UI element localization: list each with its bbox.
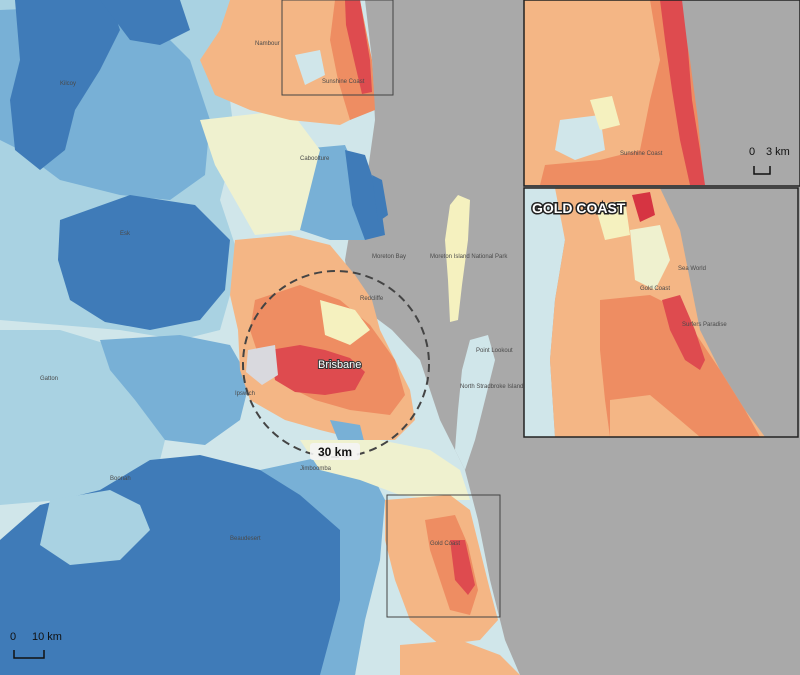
inset-gc-goldcoast-label: Gold Coast <box>640 286 670 292</box>
zone-lightblue-sw2 <box>40 490 150 565</box>
zone-metro-red <box>270 345 365 395</box>
zone-mid-blue-s <box>260 455 385 675</box>
label-redcliffe: Redcliffe <box>360 296 384 302</box>
gold-coast-frame <box>386 494 501 618</box>
inset-gc-surfers: Surfers Paradise <box>682 322 727 328</box>
inset-sc-frame <box>523 0 800 187</box>
label-point-lookout: Point Lookout <box>476 348 513 354</box>
inset-gc-title: GOLD COAST <box>532 200 626 216</box>
sunshine-coast-frame <box>281 0 394 96</box>
inset-gc-red <box>662 295 705 370</box>
inset-gc-seaworld: Sea World <box>678 266 706 272</box>
zone-sunshine-red <box>345 0 372 94</box>
label-caboolture: Caboolture <box>300 156 330 162</box>
main-map <box>0 0 520 675</box>
inset-gc-frame <box>523 187 799 438</box>
inset-gold-coast: Sea World Gold Coast Surfers Paradise GO… <box>523 187 799 438</box>
scale-inset-value: 3 km <box>766 146 790 158</box>
label-nambour: Nambour <box>255 41 280 47</box>
inset-gc-sw-peach <box>610 395 700 437</box>
inset-sc-label: Sunshine Coast <box>620 151 663 157</box>
zone-sunshine-peach <box>200 0 370 125</box>
label-gold-coast-main: Gold Coast <box>430 541 460 547</box>
zone-sunshine-pale <box>295 50 325 85</box>
label-ipswich: Ipswich <box>235 391 255 397</box>
label-jimboomba: Jimboomba <box>300 466 332 472</box>
zone-dark-blue-nw2 <box>100 0 190 45</box>
scale-bar-main: 0 10 km <box>10 631 62 659</box>
label-moreton-bay: Moreton Bay <box>372 254 406 260</box>
inset-sunshine-coast: Sunshine Coast 0 3 km <box>523 0 800 187</box>
scale-inset-zero: 0 <box>749 146 755 158</box>
label-brisbane: Brisbane <box>318 359 361 371</box>
label-moreton-island: Moreton Island National Park <box>430 254 508 260</box>
label-north-stradbroke: North Stradbroke Island <box>460 384 523 390</box>
zone-dark-blue-west <box>58 195 230 330</box>
distance-label-bg <box>310 443 360 460</box>
zone-gc-red <box>450 540 475 595</box>
scale-inset-bar <box>753 166 771 175</box>
inset-sc-cream <box>590 96 620 130</box>
bribie-island <box>372 175 388 222</box>
moreton-island <box>445 195 470 322</box>
distance-label: 30 km <box>318 445 352 459</box>
inset-sc-orange <box>540 0 704 185</box>
label-kilcoy: Kilcoy <box>60 81 76 87</box>
zone-midblue-w <box>100 335 250 445</box>
inset-gc-pale-blue <box>524 188 565 437</box>
zone-metro-grey <box>246 345 278 385</box>
zone-north-darkblue <box>345 150 385 240</box>
inset-sc-pale <box>555 115 605 160</box>
north-stradbroke-island <box>455 335 495 470</box>
label-esk: Esk <box>120 231 131 237</box>
label-boonah: Boonah <box>110 476 131 482</box>
zone-metro-blue <box>330 420 365 445</box>
scale-main-zero: 0 <box>10 631 16 643</box>
scale-main-bar <box>13 650 45 659</box>
inset-sc-red <box>660 0 705 185</box>
zone-dark-blue-nw <box>10 0 120 170</box>
label-beaudesert: Beaudesert <box>230 536 261 542</box>
inset-gc-pale <box>630 225 670 290</box>
label-gatton: Gatton <box>40 376 58 382</box>
zone-pale-north <box>200 110 320 235</box>
label-sunshine-coast-main: Sunshine Coast <box>322 79 365 85</box>
zone-gc-south-peach <box>400 640 520 675</box>
inset-gc-cream <box>595 200 630 240</box>
zone-metro-cream <box>320 300 370 345</box>
scale-main-value: 10 km <box>32 631 62 643</box>
inset-gc-red-dark <box>632 192 655 222</box>
